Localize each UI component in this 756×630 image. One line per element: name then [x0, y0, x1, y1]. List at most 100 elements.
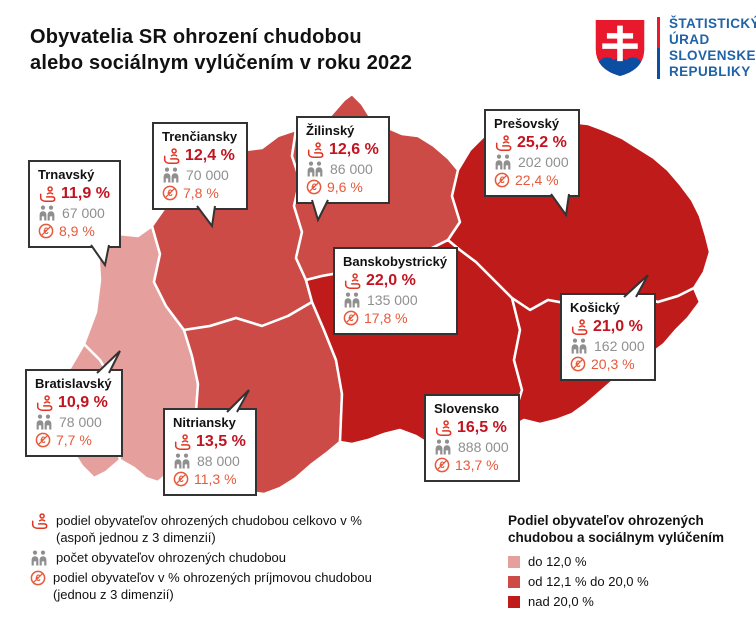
- title-line-1: Obyvatelia SR ohrození chudobou: [30, 26, 362, 48]
- callout-bratislavsky: Bratislavský 10,9 % 78 000 7,7 %: [25, 350, 123, 457]
- population-count-value: 88 000: [197, 453, 240, 469]
- population-count-icon: [494, 154, 513, 170]
- region-name: Košický: [570, 300, 620, 315]
- poverty-share-icon: [30, 513, 49, 530]
- income-poverty-icon: [306, 179, 322, 195]
- population-count-icon: [162, 167, 181, 183]
- page-title: Obyvatelia SR ohrození chudobou alebo so…: [30, 24, 412, 76]
- color-legend-item: od 12,1 % do 20,0 %: [508, 574, 724, 589]
- poverty-share-icon: [570, 319, 589, 336]
- low-category-swatch: [508, 555, 520, 568]
- income-poverty-value: 7,7 %: [56, 432, 92, 448]
- callout-nitriansky: Nitriansky 13,5 % 88 000 11,3 %: [163, 389, 257, 496]
- callout-tail: [623, 274, 649, 298]
- poverty-share-icon: [162, 148, 181, 165]
- population-count-icon: [38, 205, 57, 221]
- income-poverty-icon: [162, 185, 178, 201]
- region-name: Bratislavský: [35, 376, 112, 391]
- population-count-icon: [434, 439, 453, 455]
- population-count-icon: [30, 550, 49, 566]
- income-poverty-value: 9,6 %: [327, 179, 363, 195]
- population-count-value: 888 000: [458, 439, 509, 455]
- income-poverty-value: 17,8 %: [364, 310, 408, 326]
- legend-subtext: (jednou z 3 dimenzií): [53, 587, 174, 602]
- population-count-value: 67 000: [62, 205, 105, 221]
- region-name: Trnavský: [38, 167, 95, 182]
- total-poverty-value: 25,2 %: [517, 134, 567, 151]
- legend-item: počet obyvateľov ohrozených chudobou: [30, 549, 372, 566]
- color-legend-title-line: chudobou a sociálnym vylúčením: [508, 530, 725, 545]
- statistical-office-logo: ŠTATISTICKÝ ÚRAD SLOVENSKEJ REPUBLIKY: [592, 16, 756, 80]
- color-legend-item: nad 20,0 %: [508, 594, 724, 609]
- income-poverty-icon: [434, 457, 450, 473]
- logo-line: ŠTATISTICKÝ: [669, 16, 756, 31]
- income-poverty-icon: [35, 432, 51, 448]
- color-legend-label: do 12,0 %: [528, 554, 587, 569]
- mid-category-swatch: [508, 575, 520, 588]
- title-line-2: alebo sociálnym vylúčením v roku 2022: [30, 52, 413, 74]
- income-poverty-icon: [173, 471, 189, 487]
- region-name: Trenčiansky: [162, 129, 238, 144]
- region-name: Slovensko: [434, 401, 500, 416]
- population-count-icon: [173, 453, 192, 469]
- population-count-icon: [35, 414, 54, 430]
- legend-text: počet obyvateľov ohrozených chudobou: [56, 550, 287, 565]
- color-legend-label: od 12,1 % do 20,0 %: [528, 574, 649, 589]
- region-name: Prešovský: [494, 116, 560, 131]
- legend-item: podiel obyvateľov v % ohrozených príjmov…: [30, 569, 372, 603]
- total-poverty-value: 10,9 %: [58, 394, 108, 411]
- poverty-share-icon: [35, 395, 54, 412]
- income-poverty-value: 8,9 %: [59, 223, 95, 239]
- callout-tail: [196, 205, 216, 229]
- poverty-share-icon: [343, 273, 362, 290]
- callout-trenciansky: Trenčiansky 12,4 % 70 000 7,8 %: [152, 122, 249, 229]
- callout-kosicky: Košický 21,0 % 162 000 20,3 %: [560, 274, 656, 381]
- total-poverty-value: 22,0 %: [366, 272, 416, 289]
- callout-tail: [550, 193, 570, 218]
- region-name: Nitriansky: [173, 415, 236, 430]
- callout-tail: [226, 389, 250, 413]
- region-name: Žilinský: [306, 123, 355, 138]
- income-poverty-value: 11,3 %: [194, 471, 237, 487]
- logo-line: ÚRAD: [669, 32, 710, 47]
- income-poverty-value: 22,4 %: [515, 172, 559, 188]
- total-poverty-value: 21,0 %: [593, 318, 643, 335]
- callout-tail: [96, 350, 121, 374]
- population-count-value: 86 000: [330, 161, 373, 177]
- total-poverty-value: 16,5 %: [457, 419, 507, 436]
- callout-slovensko: Slovensko 16,5 % 888 000 13,7 %: [424, 394, 520, 482]
- callout-trnavsky: Trnavský 11,9 % 67 000 8,9 %: [28, 160, 121, 268]
- logo-line: SLOVENSKEJ: [669, 48, 756, 63]
- population-count-value: 78 000: [59, 414, 102, 430]
- income-poverty-value: 7,8 %: [183, 185, 219, 201]
- income-poverty-icon: [30, 570, 46, 586]
- callout-zilinsky: Žilinský 12,6 % 86 000 9,6 %: [296, 116, 390, 223]
- logo-divider: [657, 17, 660, 79]
- color-legend-title: Podiel obyvateľov ohrozených chudobou a …: [508, 512, 724, 546]
- slovak-coat-of-arms-icon: [595, 20, 645, 76]
- legend-item: podiel obyvateľov ohrozených chudobou ce…: [30, 512, 372, 546]
- poverty-share-icon: [306, 142, 325, 159]
- poverty-share-icon: [38, 186, 57, 203]
- total-poverty-value: 12,4 %: [185, 147, 235, 164]
- callout-presovsky: Prešovský 25,2 % 202 000 22,4 %: [484, 109, 580, 218]
- population-count-value: 70 000: [186, 167, 229, 183]
- total-poverty-value: 13,5 %: [196, 433, 246, 450]
- population-count-value: 202 000: [518, 154, 569, 170]
- callout-banskobystricky: Banskobystrický 22,0 % 135 000 17,8 %: [333, 247, 459, 335]
- income-poverty-value: 20,3 %: [591, 356, 635, 372]
- total-poverty-value: 11,9 %: [61, 185, 110, 202]
- legend-text: podiel obyvateľov ohrozených chudobou ce…: [56, 513, 362, 528]
- income-poverty-icon: [494, 172, 510, 188]
- color-legend: Podiel obyvateľov ohrozených chudobou a …: [508, 512, 724, 614]
- color-legend-title-line: Podiel obyvateľov ohrozených: [508, 513, 704, 528]
- high-category-swatch: [508, 595, 520, 608]
- population-count-value: 135 000: [367, 292, 418, 308]
- color-legend-label: nad 20,0 %: [528, 594, 594, 609]
- income-poverty-icon: [343, 310, 359, 326]
- population-count-icon: [570, 338, 589, 354]
- income-poverty-icon: [38, 223, 54, 239]
- population-count-icon: [306, 161, 325, 177]
- poverty-share-icon: [434, 420, 453, 437]
